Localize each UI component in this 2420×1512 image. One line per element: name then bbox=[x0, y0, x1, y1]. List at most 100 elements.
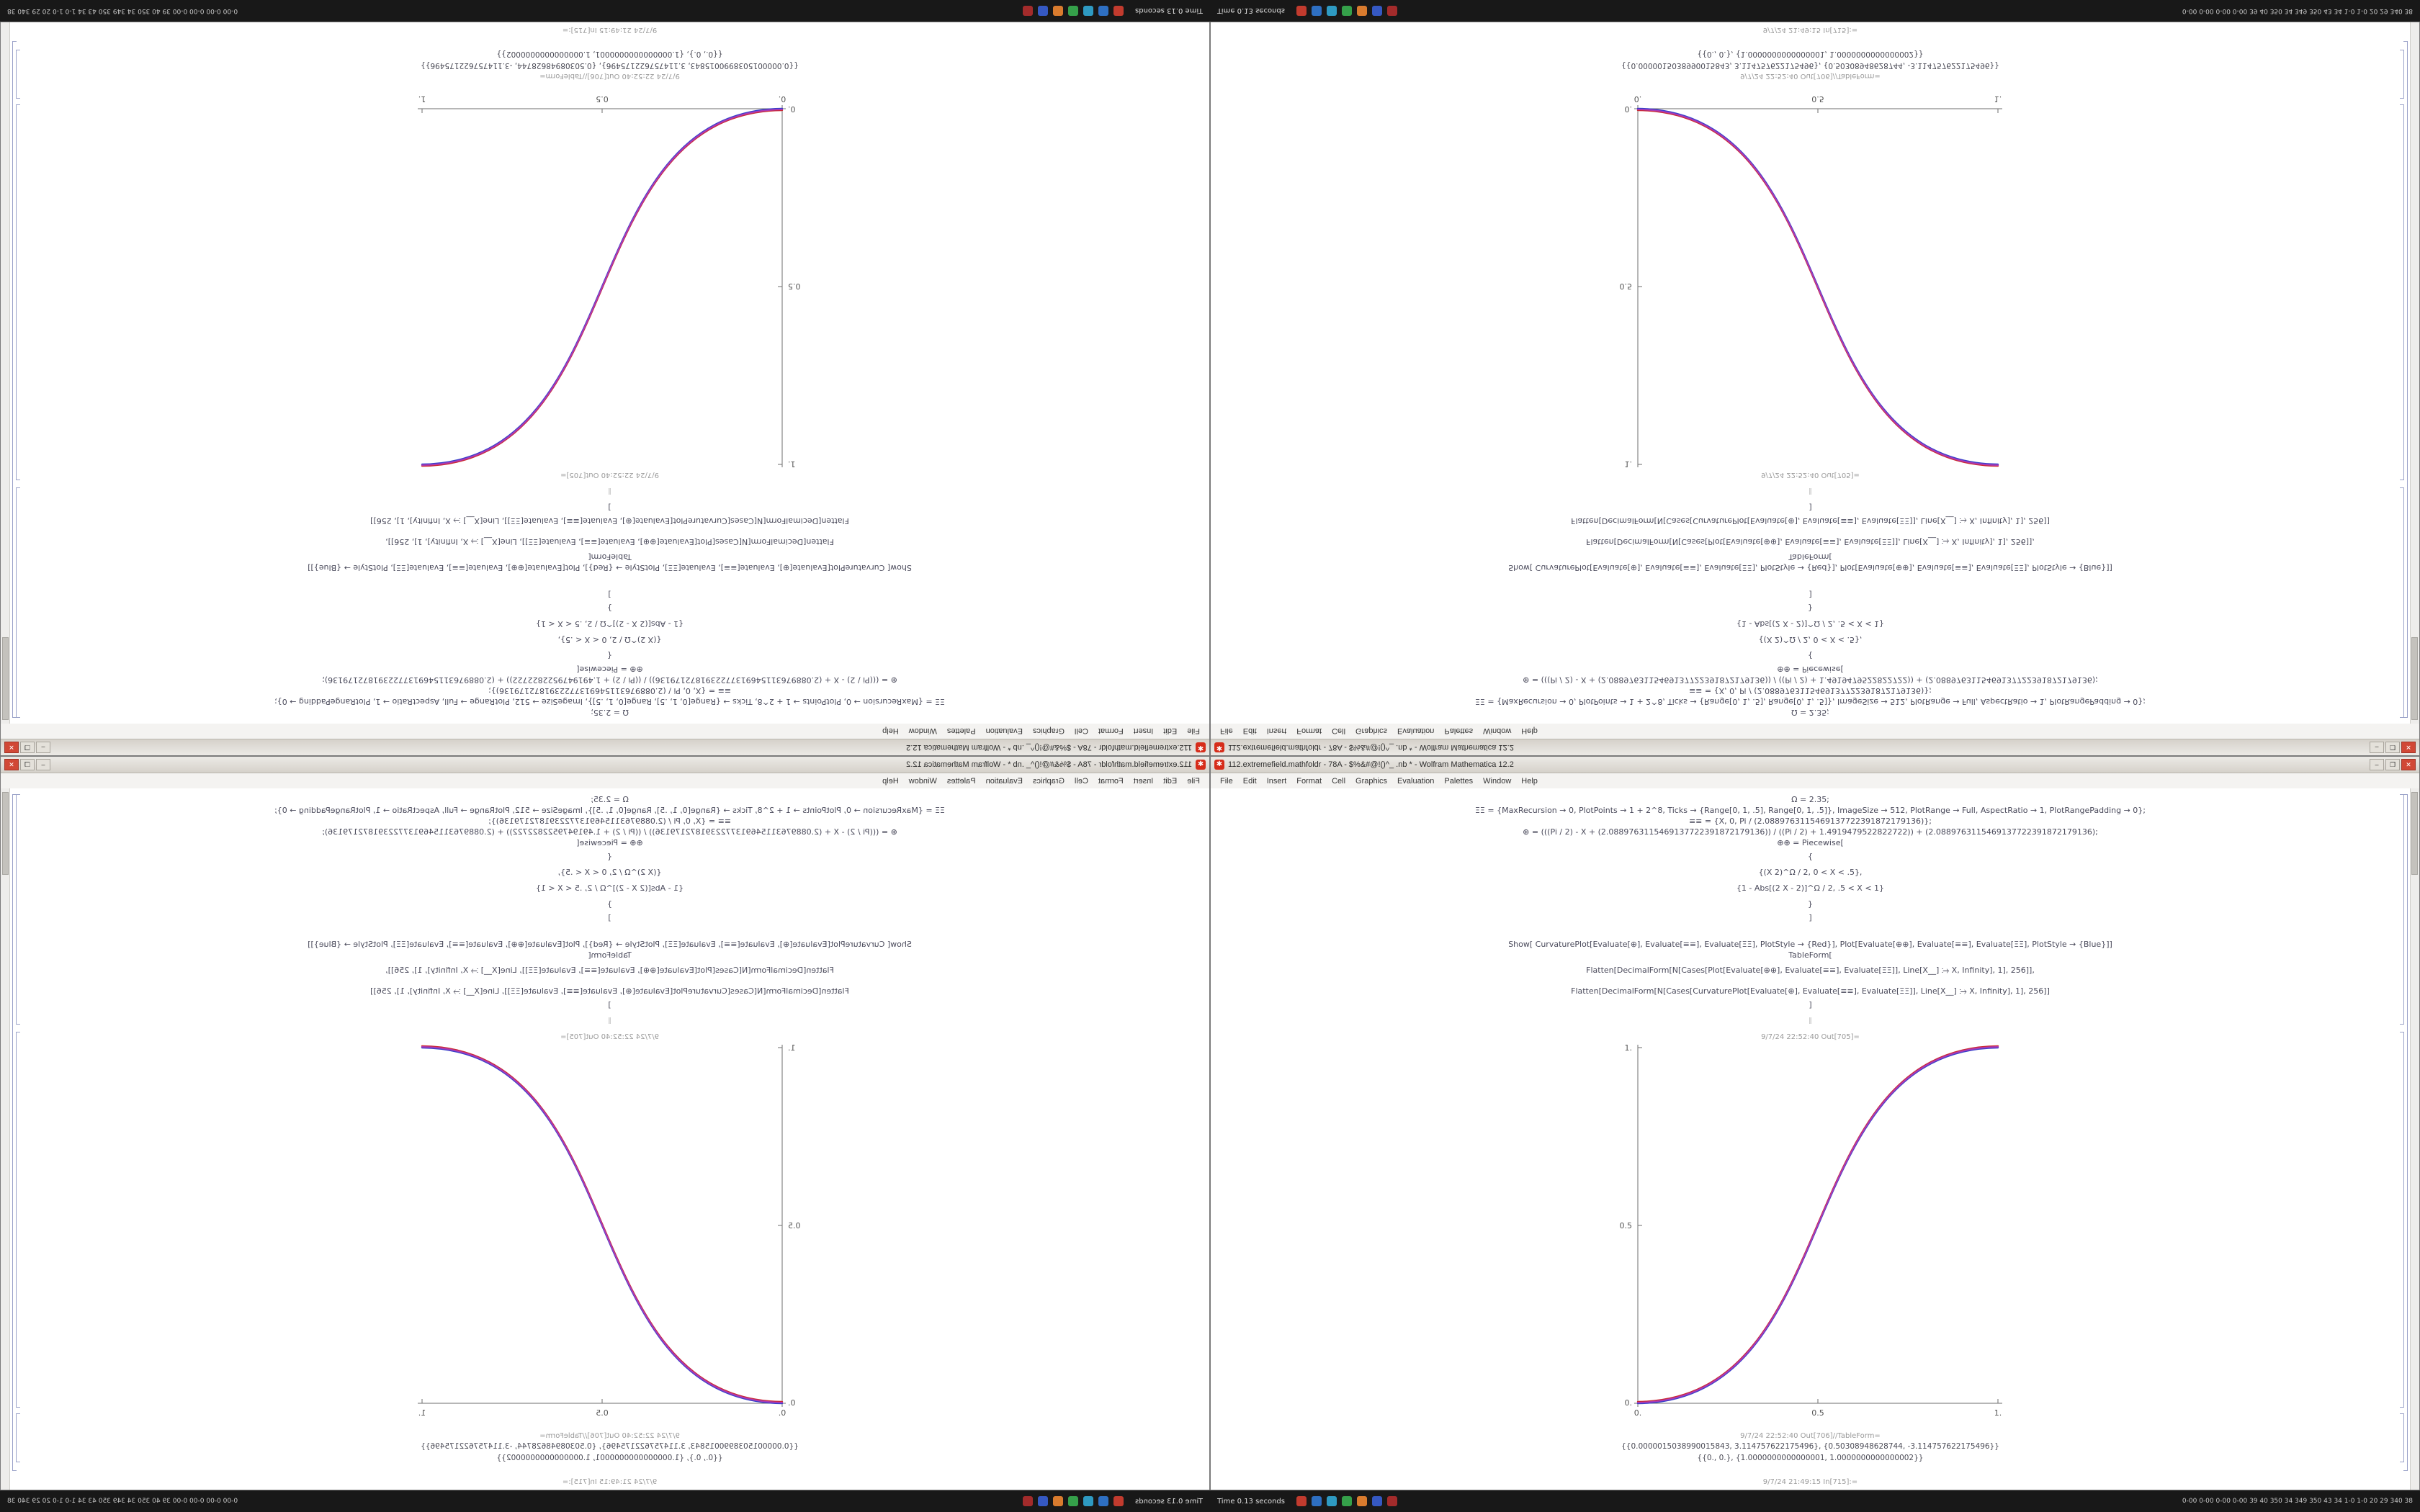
minimize-button[interactable]: – bbox=[2370, 759, 2384, 770]
taskbar-app-icon-2[interactable] bbox=[1098, 6, 1109, 16]
menu-edit[interactable]: Edit bbox=[1242, 777, 1257, 786]
input-code-line[interactable]: ⊕ = (((Pi / 2) - X + (2.0889763115469137… bbox=[322, 827, 897, 837]
input-code-line[interactable]: ⊕⊕ = Piecewise[ bbox=[1777, 838, 1844, 847]
taskbar-app-icon-7[interactable] bbox=[1023, 1496, 1034, 1506]
input-code-line[interactable]: ] bbox=[608, 503, 611, 512]
input-code-line[interactable]: { bbox=[607, 651, 612, 660]
input-code-line[interactable]: {1 - Abs[(2 X - 2)]^Ω / 2, .5 < X < 1} bbox=[1736, 619, 1885, 629]
input-code-line[interactable]: Flatten[DecimalForm[N[Cases[Plot[Evaluat… bbox=[1586, 966, 2035, 975]
menu-insert[interactable]: Insert bbox=[1133, 726, 1154, 735]
input-code-line[interactable]: Flatten[DecimalForm[N[Cases[CurvaturePlo… bbox=[1571, 516, 2050, 526]
menu-format[interactable]: Format bbox=[1098, 726, 1124, 735]
input-code-line[interactable]: TableForm[ bbox=[588, 950, 632, 960]
menu-graphics[interactable]: Graphics bbox=[1355, 777, 1388, 786]
cell-bracket[interactable] bbox=[16, 104, 20, 480]
menu-graphics[interactable]: Graphics bbox=[1032, 726, 1065, 735]
input-code-line[interactable]: {(X 2)^Ω / 2, 0 < X < .5}, bbox=[557, 868, 662, 877]
input-code-line[interactable]: {1 - Abs[(2 X - 2)]^Ω / 2, .5 < X < 1} bbox=[535, 619, 684, 629]
input-code-line[interactable]: Show[ CurvaturePlot[Evaluate[⊕], Evaluat… bbox=[308, 563, 912, 572]
input-code-line[interactable]: { bbox=[1808, 852, 1813, 861]
input-code-line[interactable]: ⊕ = (((Pi / 2) - X + (2.0889763115469137… bbox=[1523, 827, 2098, 837]
menu-help[interactable]: Help bbox=[1521, 777, 1538, 786]
minimize-button[interactable]: – bbox=[36, 759, 50, 770]
menu-palettes[interactable]: Palettes bbox=[1444, 726, 1474, 735]
input-code-line[interactable]: Flatten[DecimalForm[N[Cases[CurvaturePlo… bbox=[1571, 986, 2050, 996]
input-code-line[interactable]: ] bbox=[1809, 590, 1812, 599]
taskbar-app-icon-5[interactable] bbox=[1053, 6, 1064, 16]
input-code-line[interactable]: Flatten[DecimalForm[N[Cases[Plot[Evaluat… bbox=[1586, 537, 2035, 546]
maximize-button[interactable]: ❐ bbox=[20, 742, 35, 753]
window-titlebar[interactable]: ✱ 112.extremefield.mathfoldr - 78A - $%&… bbox=[1211, 739, 2419, 755]
taskbar-app-icon-1[interactable] bbox=[1113, 6, 1124, 16]
input-code-line[interactable]: Ω = 2.35; bbox=[1791, 708, 1829, 717]
input-code-line[interactable]: TableForm[ bbox=[588, 552, 632, 562]
taskbar-app-icon-3[interactable] bbox=[1326, 1496, 1337, 1506]
input-code-line[interactable]: Flatten[DecimalForm[N[Cases[CurvaturePlo… bbox=[370, 986, 849, 996]
vertical-scrollbar[interactable] bbox=[1, 788, 10, 1490]
taskbar-app-icon-7[interactable] bbox=[1386, 1496, 1397, 1506]
menu-file[interactable]: File bbox=[1187, 777, 1200, 786]
input-code-line[interactable]: } bbox=[607, 899, 612, 909]
input-code-line[interactable]: Ω = 2.35; bbox=[1791, 795, 1829, 804]
input-code-line[interactable]: ≡≡ = {X, 0, Pi / (2.08897631154691377223… bbox=[488, 816, 732, 826]
menu-insert[interactable]: Insert bbox=[1133, 777, 1154, 786]
vertical-scrollbar[interactable] bbox=[2410, 22, 2419, 724]
maximize-button[interactable]: ❐ bbox=[2385, 742, 2400, 753]
input-code-line[interactable]: TableForm[ bbox=[1788, 552, 1832, 562]
taskbar-app-icon-1[interactable] bbox=[1296, 6, 1307, 16]
minimize-button[interactable]: – bbox=[36, 742, 50, 753]
input-code-line[interactable]: } bbox=[607, 603, 612, 613]
input-code-line[interactable]: Ω = 2.35; bbox=[591, 795, 629, 804]
input-code-line[interactable]: {1 - Abs[(2 X - 2)]^Ω / 2, .5 < X < 1} bbox=[1736, 883, 1885, 893]
close-button[interactable]: ✕ bbox=[4, 742, 19, 753]
input-code-line[interactable]: {1 - Abs[(2 X - 2)]^Ω / 2, .5 < X < 1} bbox=[535, 883, 684, 893]
cell-bracket[interactable] bbox=[2400, 794, 2404, 1025]
menu-file[interactable]: File bbox=[1187, 726, 1200, 735]
input-code-line[interactable]: Flatten[DecimalForm[N[Cases[CurvaturePlo… bbox=[370, 516, 849, 526]
scrollbar-thumb[interactable] bbox=[2411, 792, 2418, 875]
input-code-line[interactable]: ] bbox=[608, 1000, 611, 1009]
input-code-line[interactable]: {(X 2)^Ω / 2, 0 < X < .5}, bbox=[1758, 635, 1863, 644]
menu-cell[interactable]: Cell bbox=[1074, 777, 1088, 786]
close-button[interactable]: ✕ bbox=[2401, 759, 2416, 770]
input-code-line[interactable]: ] bbox=[1809, 503, 1812, 512]
input-code-line[interactable]: ≡≡ = {X, 0, Pi / (2.08897631154691377223… bbox=[1688, 816, 1932, 826]
taskbar-app-icon-5[interactable] bbox=[1053, 1496, 1064, 1506]
input-code-line[interactable]: Show[ CurvaturePlot[Evaluate[⊕], Evaluat… bbox=[1508, 563, 2112, 572]
menu-edit[interactable]: Edit bbox=[1163, 726, 1178, 735]
close-button[interactable]: ✕ bbox=[4, 759, 19, 770]
menu-graphics[interactable]: Graphics bbox=[1032, 777, 1065, 786]
cell-bracket[interactable] bbox=[16, 1032, 20, 1408]
menu-palettes[interactable]: Palettes bbox=[946, 777, 976, 786]
taskbar-app-icon-5[interactable] bbox=[1356, 6, 1367, 16]
menu-window[interactable]: Window bbox=[908, 726, 937, 735]
input-code-line[interactable]: Flatten[DecimalForm[N[Cases[Plot[Evaluat… bbox=[385, 537, 834, 546]
taskbar-app-icon-4[interactable] bbox=[1341, 1496, 1352, 1506]
vertical-scrollbar[interactable] bbox=[2410, 788, 2419, 1490]
taskbar-app-icon-3[interactable] bbox=[1083, 1496, 1094, 1506]
menu-help[interactable]: Help bbox=[882, 777, 899, 786]
menu-insert[interactable]: Insert bbox=[1266, 726, 1287, 735]
menu-help[interactable]: Help bbox=[1521, 726, 1538, 735]
cell-bracket[interactable] bbox=[2400, 487, 2404, 718]
taskbar-app-icon-4[interactable] bbox=[1068, 1496, 1079, 1506]
taskbar-app-icon-1[interactable] bbox=[1113, 1496, 1124, 1506]
menu-cell[interactable]: Cell bbox=[1332, 726, 1346, 735]
menu-window[interactable]: Window bbox=[1483, 777, 1512, 786]
input-code-line[interactable]: ] bbox=[1809, 1000, 1812, 1009]
input-code-line[interactable]: TableForm[ bbox=[1788, 950, 1832, 960]
menu-help[interactable]: Help bbox=[882, 726, 899, 735]
input-code-line[interactable]: ΞΞ = {MaxRecursion → 0, PlotPoints → 1 +… bbox=[274, 806, 946, 815]
taskbar-app-icon-4[interactable] bbox=[1341, 6, 1352, 16]
cell-bracket[interactable] bbox=[2400, 50, 2404, 99]
taskbar-app-icon-5[interactable] bbox=[1356, 1496, 1367, 1506]
menu-evaluation[interactable]: Evaluation bbox=[1397, 726, 1435, 735]
input-code-line[interactable]: ⊕ = (((Pi / 2) - X + (2.0889763115469137… bbox=[1523, 675, 2098, 685]
taskbar-app-icon-3[interactable] bbox=[1083, 6, 1094, 16]
input-code-line[interactable]: Show[ CurvaturePlot[Evaluate[⊕], Evaluat… bbox=[308, 940, 912, 949]
menu-evaluation[interactable]: Evaluation bbox=[985, 777, 1023, 786]
menu-window[interactable]: Window bbox=[1483, 726, 1512, 735]
input-code-line[interactable]: Flatten[DecimalForm[N[Cases[Plot[Evaluat… bbox=[385, 966, 834, 975]
input-code-line[interactable]: Show[ CurvaturePlot[Evaluate[⊕], Evaluat… bbox=[1508, 940, 2112, 949]
cell-bracket[interactable] bbox=[16, 794, 20, 1025]
